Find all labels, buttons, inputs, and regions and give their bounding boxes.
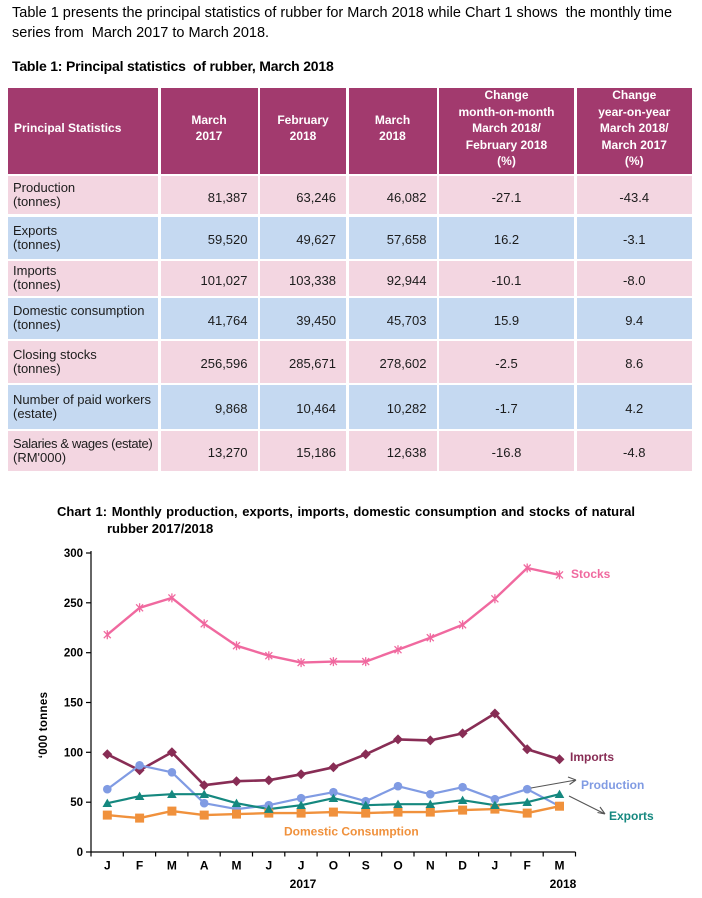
svg-text:A: A [200,859,209,873]
svg-text:N: N [426,859,435,873]
svg-text:S: S [362,859,370,873]
svg-text:F: F [136,859,143,873]
svg-text:Domestic Consumption: Domestic Consumption [284,825,419,839]
svg-text:Exports: Exports [609,809,654,823]
svg-text:J: J [492,859,499,873]
svg-text:200: 200 [64,648,83,660]
svg-text:300: 300 [64,548,83,560]
svg-text:150: 150 [64,698,83,710]
svg-text:250: 250 [64,598,83,610]
svg-text:F: F [524,859,531,873]
svg-text:Imports: Imports [570,750,614,764]
svg-text:Stocks: Stocks [571,567,611,581]
svg-text:50: 50 [70,797,83,809]
svg-text:Production: Production [581,778,644,792]
svg-text:0: 0 [77,847,83,859]
svg-text:2017: 2017 [290,877,317,891]
svg-text:J: J [265,859,272,873]
svg-text:100: 100 [64,747,83,759]
svg-text:D: D [458,859,467,873]
svg-text:‘000 tonnes: ‘000 tonnes [38,692,50,759]
svg-text:M: M [167,859,177,873]
svg-text:J: J [104,859,111,873]
svg-text:M: M [555,859,565,873]
svg-text:O: O [329,859,338,873]
svg-text:O: O [393,859,402,873]
svg-text:2018: 2018 [550,877,577,891]
svg-text:M: M [232,859,242,873]
svg-text:J: J [298,859,305,873]
